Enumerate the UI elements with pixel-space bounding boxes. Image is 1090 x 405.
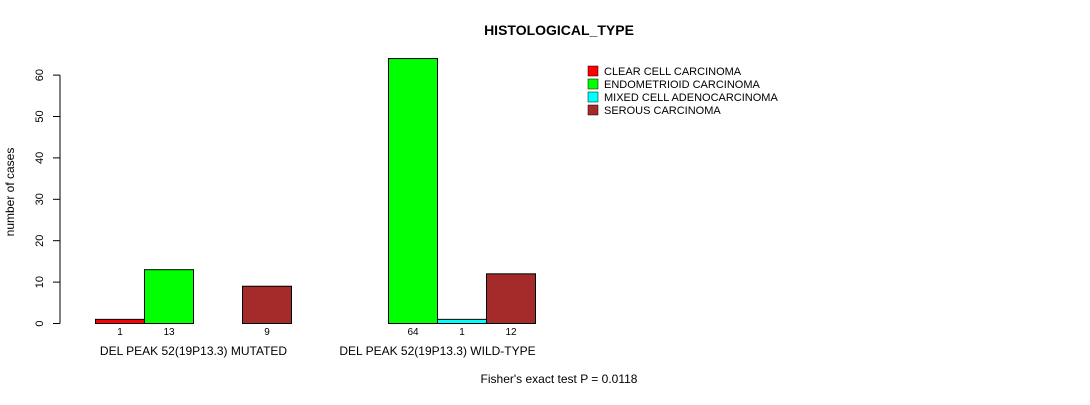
legend-label: ENDOMETRIOID CARCINOMA (604, 79, 761, 91)
x-category-label: DEL PEAK 52(19P13.3) WILD-TYPE (339, 344, 535, 358)
fisher-test-footnote: Fisher's exact test P = 0.0118 (481, 372, 638, 386)
bar-value-label: 1 (117, 327, 123, 338)
legend-label: CLEAR CELL CARCINOMA (604, 66, 742, 78)
bar (242, 285, 292, 324)
bar (144, 269, 194, 324)
y-axis: 0 10 20 30 40 50 60 (34, 69, 61, 327)
legend-swatch (587, 65, 599, 77)
bar-value-label: 1 (459, 327, 465, 338)
bar (388, 58, 438, 324)
bar-value-label: 13 (163, 327, 175, 338)
x-category-labels: DEL PEAK 52(19P13.3) MUTATED DEL PEAK 52(… (100, 344, 536, 358)
legend-swatch (587, 78, 599, 90)
y-tick-label: 40 (34, 152, 46, 164)
bar (437, 318, 487, 324)
y-tick-label: 60 (34, 69, 46, 81)
bar-value-labels: 1 13 9 64 1 12 (117, 327, 517, 338)
legend-swatch (587, 91, 599, 103)
bar-value-label: 12 (505, 327, 517, 338)
y-tick-label: 50 (34, 110, 46, 122)
chart-title: HISTOLOGICAL_TYPE (484, 22, 634, 38)
y-axis-label: number of cases (3, 148, 17, 237)
bar (486, 273, 536, 325)
x-category-label: DEL PEAK 52(19P13.3) MUTATED (100, 344, 288, 358)
y-tick-label: 30 (34, 193, 46, 205)
legend-label: MIXED CELL ADENOCARCINOMA (604, 92, 778, 104)
bar-value-label: 9 (264, 327, 270, 338)
legend-label: SEROUS CARCINOMA (604, 105, 721, 117)
legend-swatch (587, 104, 599, 116)
y-tick-label: 20 (34, 235, 46, 247)
bars (95, 58, 536, 325)
bar-value-label: 64 (407, 327, 419, 338)
y-tick-label: 0 (34, 320, 46, 326)
bar (95, 318, 145, 324)
y-tick-label: 10 (34, 276, 46, 288)
